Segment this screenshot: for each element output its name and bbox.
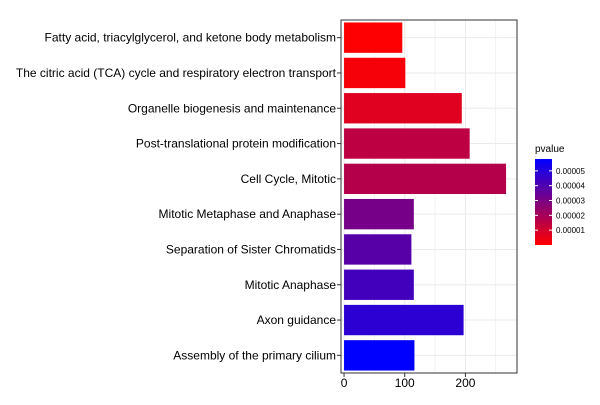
plot-panel-border (340, 19, 518, 374)
category-label: Separation of Sister Chromatids (166, 242, 336, 256)
category-label: Axon guidance (257, 313, 337, 327)
bars (344, 22, 507, 371)
x-tick-label: 200 (455, 376, 475, 390)
legend: pvalue 0.000010.000020.000030.000040.000… (535, 144, 585, 245)
x-tick-label: 0 (341, 376, 348, 390)
bar (344, 128, 470, 159)
legend-ticks: 0.00001 0.00002 0.00003 0.00004 0.00005 (535, 167, 585, 235)
category-label: The citric acid (TCA) cycle and respirat… (16, 66, 337, 80)
bar (344, 198, 414, 230)
bar (344, 304, 464, 336)
legend-tick-label: 0.00003 (556, 197, 585, 206)
category-label: Fatty acid, triacylglycerol, and ketone … (45, 31, 336, 45)
legend-title: pvalue (535, 144, 565, 155)
category-label: Assembly of the primary cilium (173, 348, 336, 362)
bar (344, 163, 507, 195)
bar (344, 340, 415, 371)
legend-tick-label: 0.00001 (556, 226, 585, 235)
bar (344, 22, 403, 53)
bar (344, 269, 414, 300)
bar (344, 234, 412, 265)
category-label: Cell Cycle, Mitotic (241, 172, 336, 186)
axes: Fatty acid, triacylglycerol, and ketone … (16, 31, 476, 390)
legend-tick-label: 0.00004 (556, 182, 585, 191)
bar (344, 57, 406, 89)
category-label: Mitotic Anaphase (245, 278, 337, 292)
x-tick-label: 100 (395, 376, 415, 390)
category-label: Mitotic Metaphase and Anaphase (159, 207, 337, 221)
legend-colorbar (535, 159, 552, 245)
category-label: Post-translational protein modification (136, 137, 336, 151)
legend-tick-label: 0.00005 (556, 167, 585, 176)
legend-tick-label: 0.00002 (556, 211, 585, 220)
category-label: Organelle biogenesis and maintenance (128, 101, 336, 115)
bar (344, 93, 462, 124)
